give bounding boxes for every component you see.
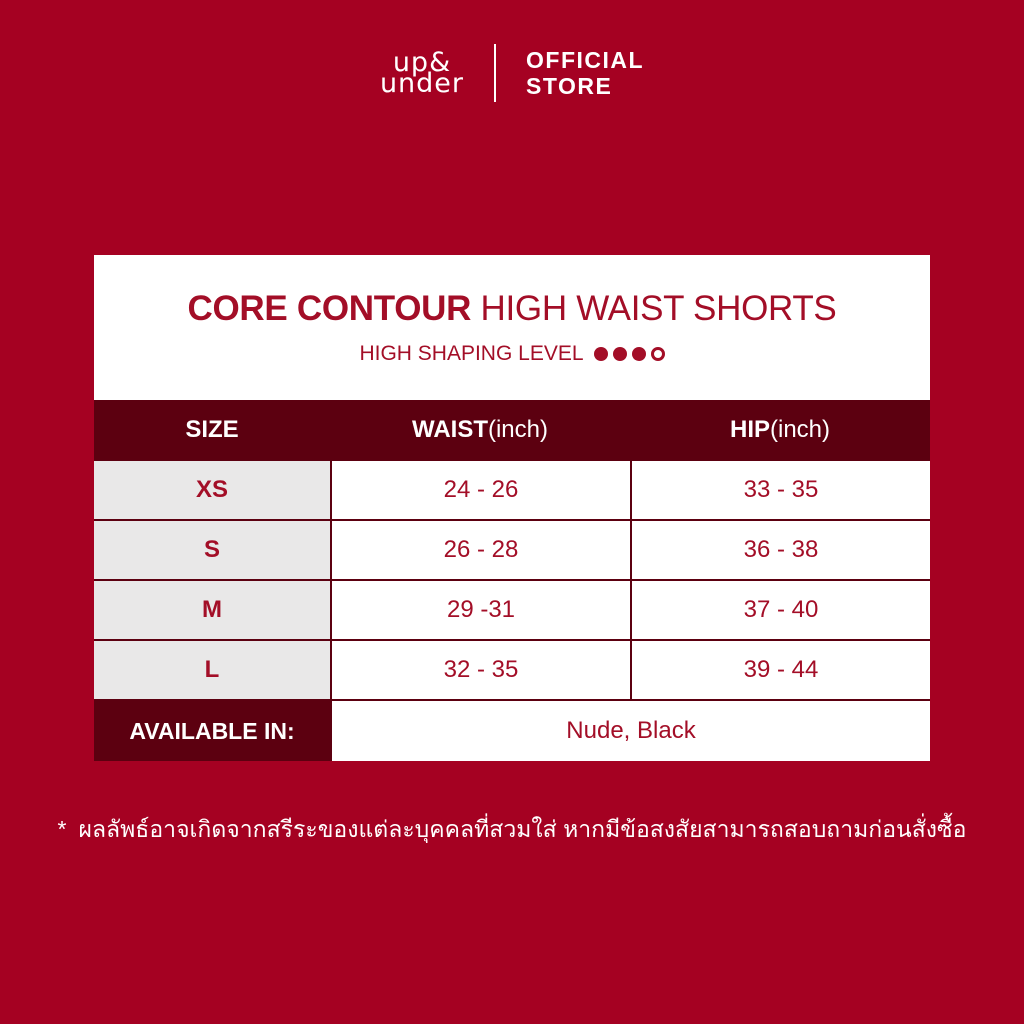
hip-value-cell-m: 37 - 40 bbox=[630, 579, 930, 639]
logo-divider bbox=[494, 44, 497, 102]
size-cell-m: M bbox=[94, 579, 330, 639]
footnote-text: ผลลัพธ์อาจเกิดจากสรีระของแต่ละบุคคลที่สว… bbox=[78, 816, 967, 842]
shaping-dots bbox=[593, 347, 665, 361]
size-cell-l: L bbox=[94, 639, 330, 699]
card-head: CORE CONTOUR HIGH WAIST SHORTS HIGH SHAP… bbox=[94, 255, 930, 400]
shaping-dot-filled bbox=[612, 347, 627, 361]
available-in-label-cell: AVAILABLE IN: bbox=[94, 699, 330, 761]
size-chart-card: CORE CONTOUR HIGH WAIST SHORTS HIGH SHAP… bbox=[94, 255, 930, 761]
shaping-dot-open bbox=[650, 347, 665, 361]
brand-logo-line2: under bbox=[379, 68, 465, 99]
product-title: CORE CONTOUR HIGH WAIST SHORTS bbox=[188, 289, 837, 329]
hip-value-cell-s: 36 - 38 bbox=[630, 519, 930, 579]
footnote-asterisk: * bbox=[57, 816, 67, 842]
waist-value-cell-l: 32 - 35 bbox=[330, 639, 630, 699]
product-title-bold: CORE CONTOUR bbox=[187, 289, 472, 328]
available-in-value-cell: Nude, Black bbox=[330, 699, 930, 761]
header-cell-waist: WAIST (inch) bbox=[330, 400, 630, 459]
header-hip-unit: (inch) bbox=[770, 415, 831, 443]
official-store-label: OFFICIAL STORE bbox=[526, 47, 644, 99]
waist-value-cell-m: 29 -31 bbox=[330, 579, 630, 639]
header-cell-size: SIZE bbox=[94, 400, 330, 459]
hip-value-cell-xs: 33 - 35 bbox=[630, 459, 930, 519]
official-store-line1: OFFICIAL bbox=[526, 47, 645, 73]
shaping-dot-filled bbox=[631, 347, 646, 361]
brand-logo-line1: up& bbox=[392, 47, 452, 78]
hip-value-cell-l: 39 - 44 bbox=[630, 639, 930, 699]
footnote: * ผลลัพธ์อาจเกิดจากสรีระของแต่ละบุคคลที่ส… bbox=[0, 812, 1024, 848]
header-hip-label: HIP bbox=[729, 415, 770, 443]
brand-logo: up& under bbox=[379, 47, 465, 99]
header-waist-unit: (inch) bbox=[487, 415, 548, 443]
shaping-level: HIGH SHAPING LEVEL bbox=[359, 342, 665, 366]
header-cell-hip: HIP (inch) bbox=[630, 400, 930, 459]
product-title-rest: HIGH WAIST SHORTS bbox=[471, 289, 837, 328]
waist-value-cell-xs: 24 - 26 bbox=[330, 459, 630, 519]
size-cell-xs: XS bbox=[94, 459, 330, 519]
size-cell-s: S bbox=[94, 519, 330, 579]
waist-value-cell-s: 26 - 28 bbox=[330, 519, 630, 579]
header-waist-label: WAIST bbox=[411, 415, 488, 443]
official-store-line2: STORE bbox=[526, 73, 613, 99]
header-size-label: SIZE bbox=[185, 415, 239, 443]
brand-header: up& under OFFICIAL STORE bbox=[0, 44, 1024, 102]
shaping-dot-filled bbox=[593, 347, 608, 361]
shaping-level-label: HIGH SHAPING LEVEL bbox=[359, 342, 584, 365]
size-table: SIZE WAIST (inch) HIP (inch) XS 24 - 26 33… bbox=[94, 400, 930, 761]
